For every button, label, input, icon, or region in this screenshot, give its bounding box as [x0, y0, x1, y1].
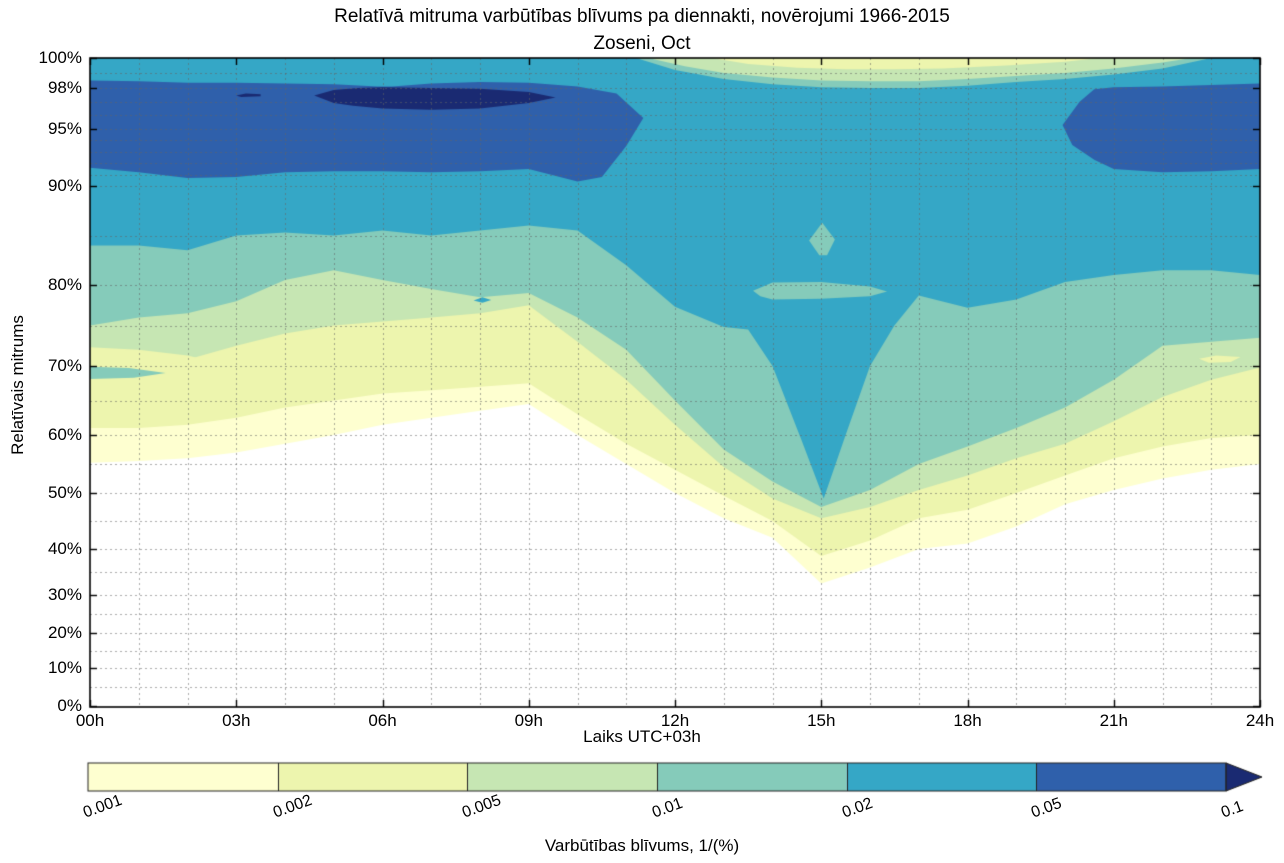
x-tick-label: 03h: [222, 711, 251, 730]
x-tick-label: 09h: [514, 711, 543, 730]
chart-subtitle: Zoseni, Oct: [593, 33, 691, 54]
x-tick-label: 00h: [75, 711, 105, 730]
x-tick-label: 24h: [1245, 711, 1275, 730]
y-tick-label: 98%: [47, 78, 82, 97]
y-tick-label: 90%: [47, 176, 82, 195]
y-tick-label: 40%: [47, 539, 82, 558]
y-tick-label: 95%: [47, 119, 82, 138]
x-tick-label: 21h: [1099, 711, 1128, 730]
y-tick-label: 20%: [47, 623, 82, 642]
x-tick-label: 15h: [807, 711, 836, 730]
y-tick-label: 30%: [47, 585, 82, 604]
x-tick-label: 18h: [953, 711, 982, 730]
y-tick-label: 100%: [38, 48, 82, 67]
y-tick-label: 60%: [47, 425, 82, 444]
x-axis-label: Laiks UTC+03h: [583, 727, 701, 746]
y-tick-label: 10%: [47, 658, 82, 677]
y-tick-label: 80%: [47, 275, 82, 294]
colorbar-label: Varbūtības blīvums, 1/(%): [544, 836, 740, 855]
y-tick-label: 70%: [47, 356, 82, 375]
y-tick-label: 0%: [57, 696, 82, 715]
chart-title: Relatīvā mitruma varbūtības blīvums pa d…: [334, 6, 950, 27]
x-tick-label: 12h: [660, 711, 690, 730]
y-tick-label: 50%: [47, 483, 82, 502]
x-tick-label: 06h: [368, 711, 397, 730]
